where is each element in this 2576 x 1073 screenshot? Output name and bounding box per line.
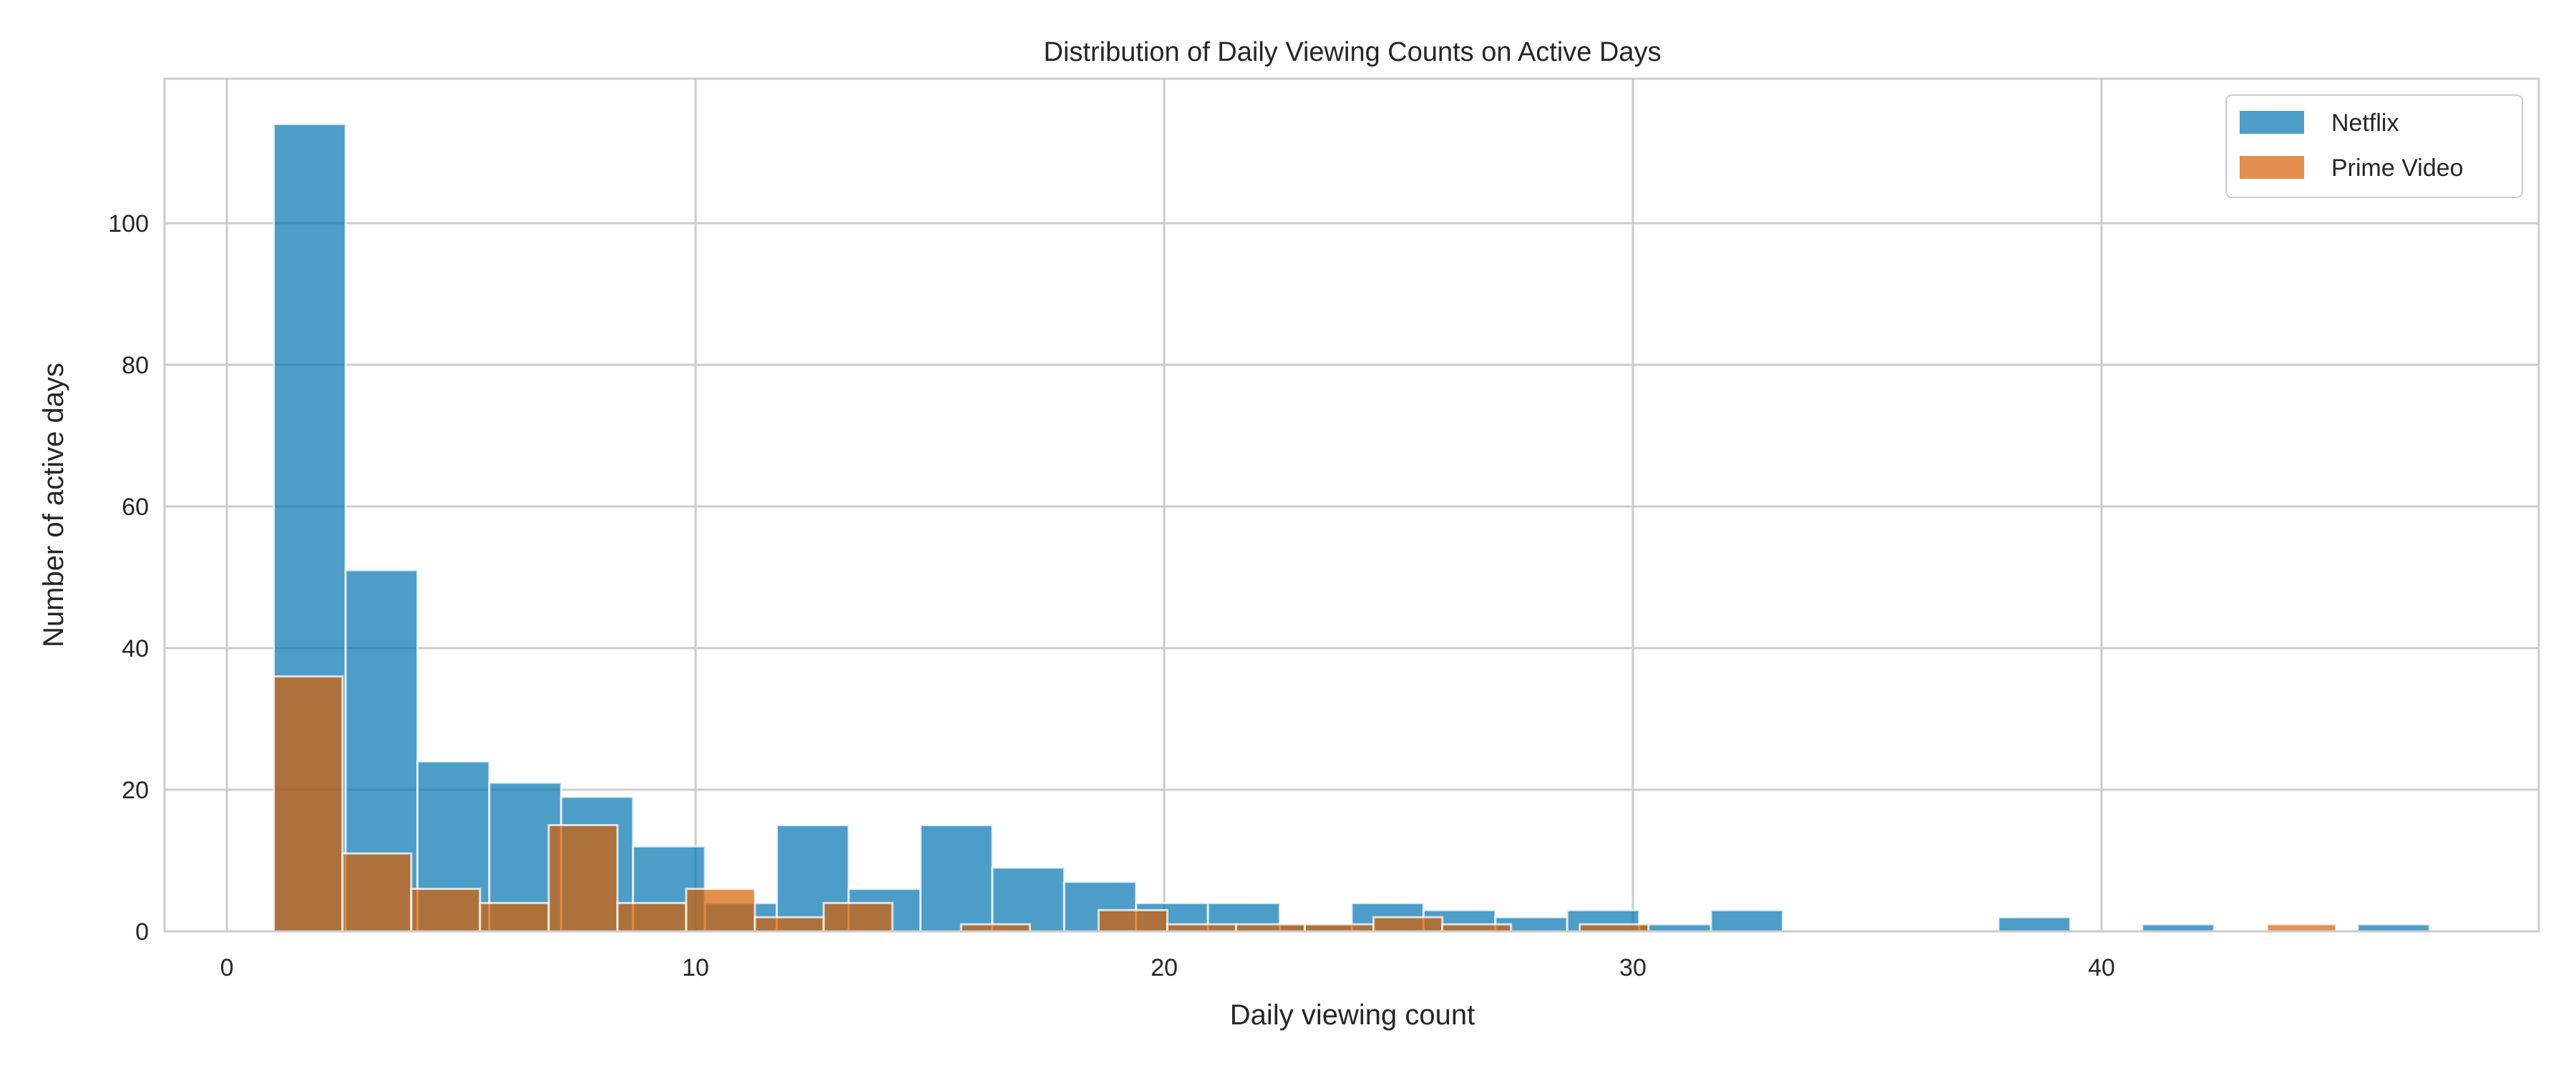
tick-labels: 0 10 20 30 40 0 20 40 60 80 100 [108,210,2115,981]
histogram-bar [685,888,756,933]
histogram-bar [341,852,413,933]
histogram-bar [410,888,482,933]
chart-title: Distribution of Daily Viewing Counts on … [1043,37,1661,67]
histogram-bar [273,675,344,933]
legend-swatch-netflix [2240,111,2304,134]
y-axis-label: Number of active days [38,363,69,647]
x-tick-label: 40 [2088,954,2115,981]
x-tick-label: 0 [220,954,234,981]
x-tick-label: 30 [1619,954,1646,981]
histogram-bar [753,916,825,933]
y-tick-label: 0 [135,918,149,946]
x-tick-label: 10 [682,954,709,981]
x-axis-label: Daily viewing count [1230,999,1475,1031]
histogram-bar [1097,908,1169,933]
legend: Netflix Prime Video [2225,94,2523,198]
y-tick-label: 80 [122,352,149,379]
histogram-bar [919,823,994,933]
histogram-bar [616,901,688,933]
axes-frame [163,77,2540,933]
x-tick-label: 20 [1151,954,1178,981]
legend-label-prime-video: Prime Video [2331,155,2464,182]
histogram-bar [822,901,894,933]
y-tick-label: 60 [122,494,149,521]
histogram-bar [991,866,1065,933]
grid [165,79,2539,933]
histogram-bar [547,823,619,933]
histogram-bar [1709,908,1785,933]
y-tick-label: 20 [122,777,149,804]
legend-label-netflix: Netflix [2331,109,2399,137]
histogram-bar [1372,916,1444,933]
legend-swatch-prime-video [2240,156,2304,179]
y-tick-label: 100 [108,210,149,237]
y-tick-label: 40 [122,635,149,662]
histogram-bar [479,901,550,933]
histogram-bar [1997,916,2072,933]
